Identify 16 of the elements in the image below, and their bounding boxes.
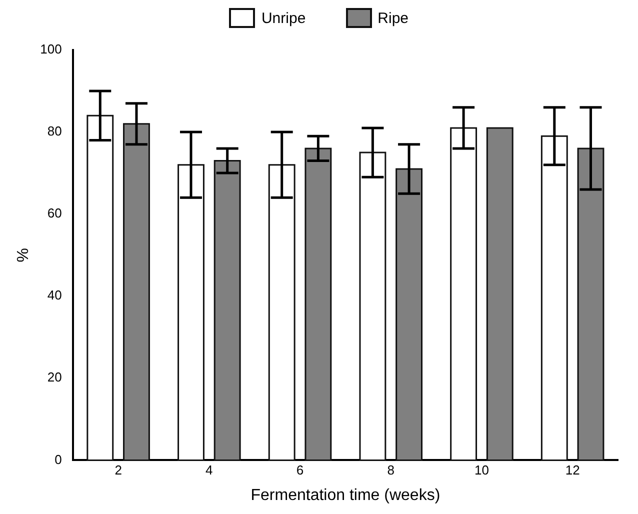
x-axis-title: Fermentation time (weeks) <box>250 486 440 504</box>
y-tick-label: 20 <box>47 370 62 385</box>
y-tick-label: 0 <box>54 452 62 467</box>
legend-label: Unripe <box>261 10 306 26</box>
x-tick-label: 8 <box>387 462 394 478</box>
x-tick-label: 2 <box>114 462 122 478</box>
x-tick-label: 4 <box>206 462 213 478</box>
y-axis-title: % <box>15 248 32 262</box>
y-tick-label: 80 <box>47 124 62 139</box>
y-tick-label: 40 <box>47 288 62 303</box>
x-tick-label: 10 <box>474 462 489 478</box>
x-tick-label: 12 <box>565 462 580 478</box>
x-tick-label: 6 <box>296 462 304 478</box>
legend-label: Ripe <box>378 10 409 26</box>
y-tick-label: 60 <box>47 206 62 221</box>
y-tick-label: 100 <box>40 42 62 57</box>
